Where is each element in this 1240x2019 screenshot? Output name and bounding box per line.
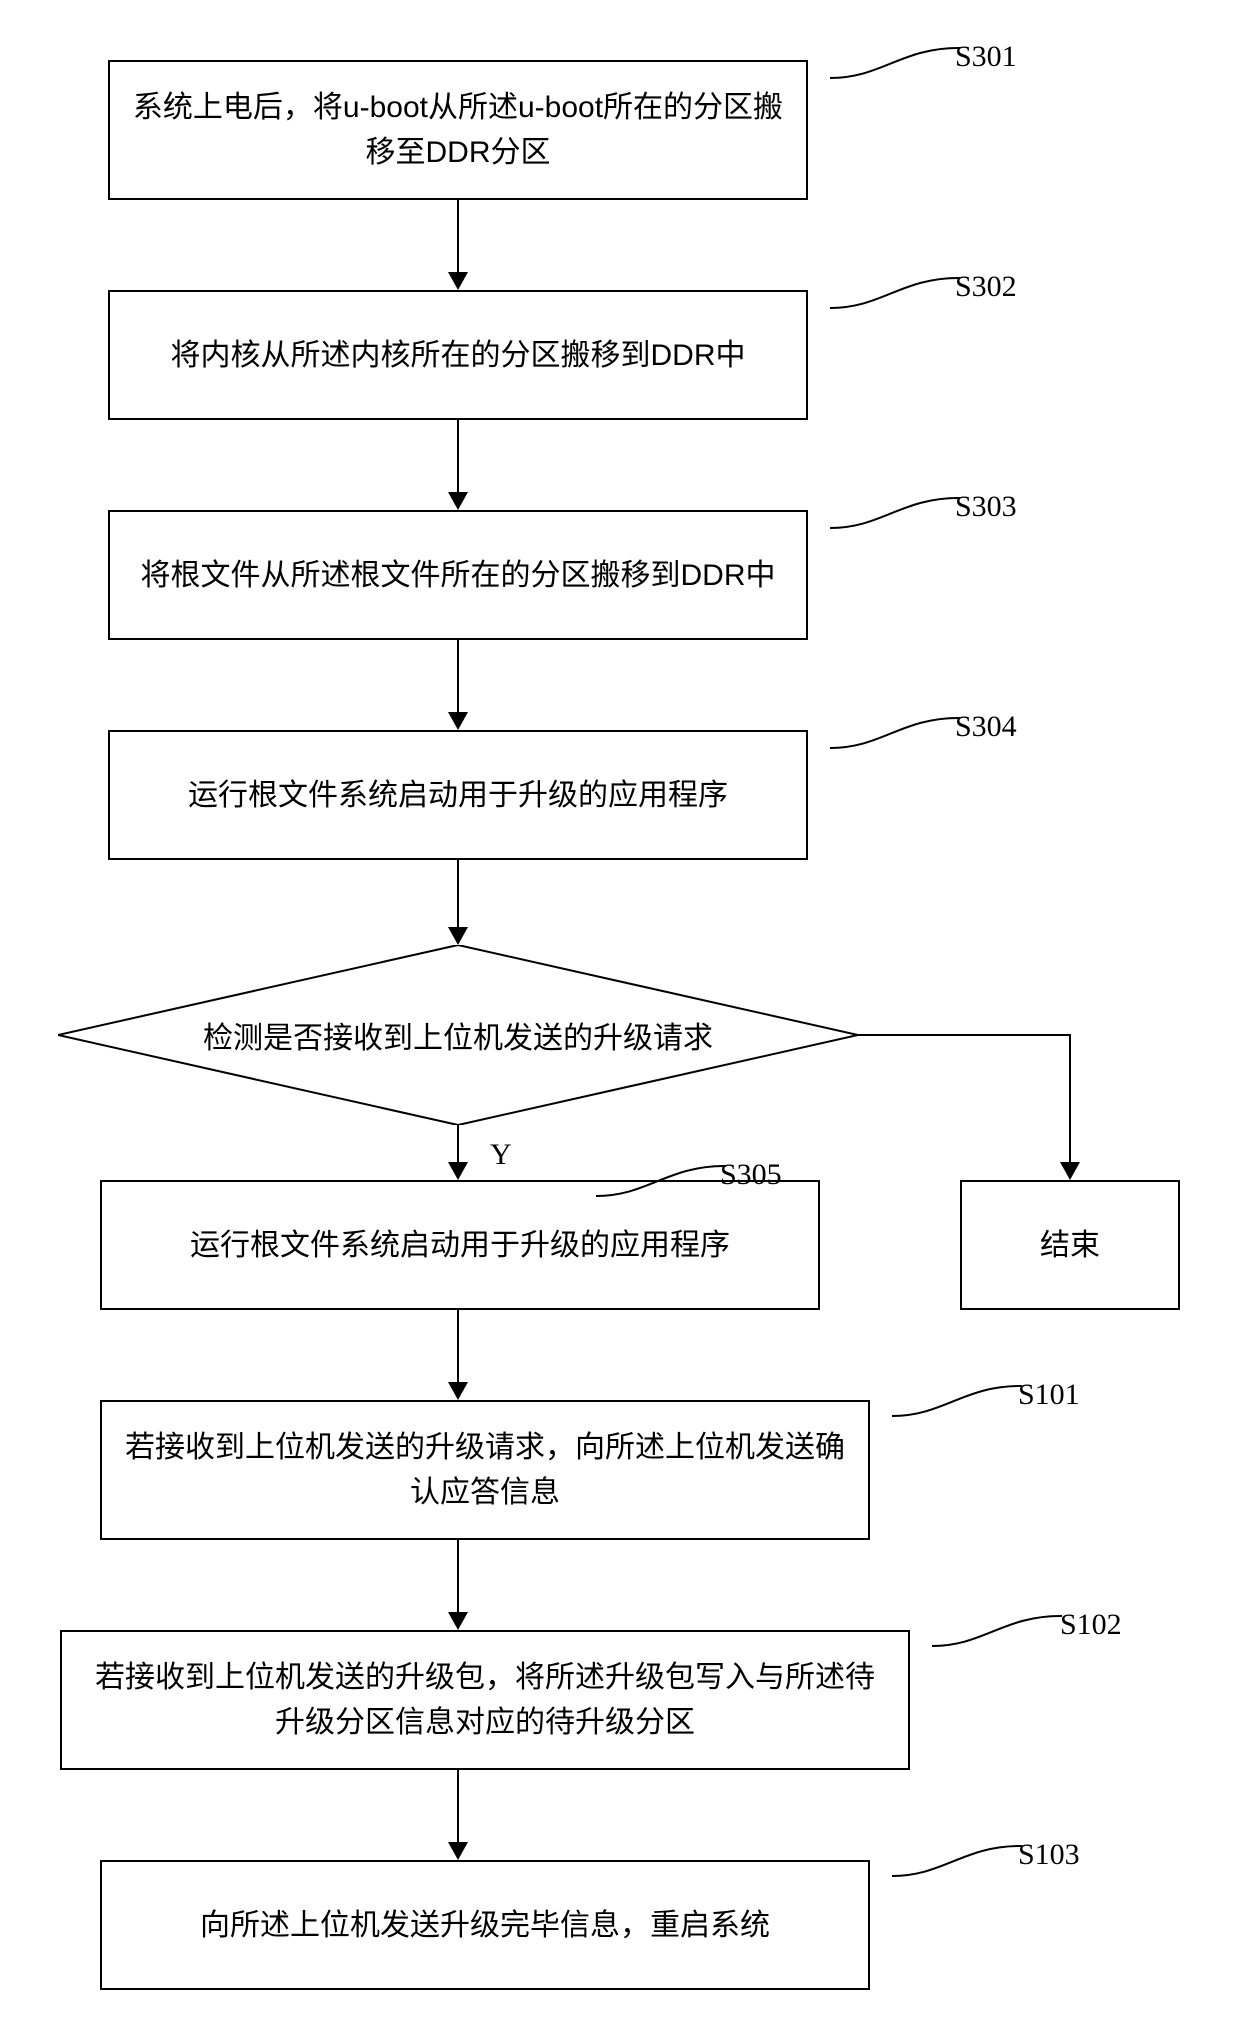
node-s303: 将根文件从所述根文件所在的分区搬移到DDR中 — [108, 510, 808, 640]
node-s302-text: 将内核从所述内核所在的分区搬移到DDR中 — [171, 333, 746, 378]
curve-s301 — [830, 44, 960, 78]
arrow-8 — [446, 1768, 470, 1862]
label-y: Y — [490, 1138, 512, 1172]
elbow-to-end — [856, 1033, 1092, 1182]
flowchart-canvas: 系统上电后，将u-boot从所述u-boot所在的分区搬移至DDR分区 将内核从… — [0, 0, 1240, 2019]
node-s102: 若接收到上位机发送的升级包，将所述升级包写入与所述待升级分区信息对应的待升级分区 — [60, 1630, 910, 1770]
label-s101: S101 — [1018, 1378, 1080, 1412]
label-s302: S302 — [955, 270, 1017, 304]
arrow-7 — [446, 1538, 470, 1632]
node-s102-text: 若接收到上位机发送的升级包，将所述升级包写入与所述待升级分区信息对应的待升级分区 — [82, 1655, 888, 1745]
curve-s102 — [932, 1612, 1062, 1646]
label-s305: S305 — [720, 1158, 782, 1192]
node-s304: 运行根文件系统启动用于升级的应用程序 — [108, 730, 808, 860]
node-s103: 向所述上位机发送升级完毕信息，重启系统 — [100, 1860, 870, 1990]
node-s304-text: 运行根文件系统启动用于升级的应用程序 — [188, 773, 728, 818]
label-s102: S102 — [1060, 1608, 1122, 1642]
node-end-text: 结束 — [1040, 1223, 1100, 1268]
decision-text: 检测是否接收到上位机发送的升级请求 — [203, 1013, 713, 1057]
arrow-4 — [446, 858, 470, 947]
curve-s302 — [830, 274, 960, 308]
node-s305: 运行根文件系统启动用于升级的应用程序 — [100, 1180, 820, 1310]
node-s301-text: 系统上电后，将u-boot从所述u-boot所在的分区搬移至DDR分区 — [130, 85, 786, 175]
arrow-1 — [446, 198, 470, 292]
node-s101: 若接收到上位机发送的升级请求，向所述上位机发送确认应答信息 — [100, 1400, 870, 1540]
node-s101-text: 若接收到上位机发送的升级请求，向所述上位机发送确认应答信息 — [122, 1425, 848, 1515]
node-s301: 系统上电后，将u-boot从所述u-boot所在的分区搬移至DDR分区 — [108, 60, 808, 200]
label-s103: S103 — [1018, 1838, 1080, 1872]
arrow-6 — [446, 1308, 470, 1402]
decision-node: 检测是否接收到上位机发送的升级请求 — [58, 945, 858, 1125]
curve-s103 — [892, 1842, 1022, 1876]
label-s304: S304 — [955, 710, 1017, 744]
node-s302: 将内核从所述内核所在的分区搬移到DDR中 — [108, 290, 808, 420]
node-end: 结束 — [960, 1180, 1180, 1310]
arrow-2 — [446, 418, 470, 512]
curve-s305 — [596, 1162, 726, 1196]
node-s303-text: 将根文件从所述根文件所在的分区搬移到DDR中 — [141, 553, 776, 598]
arrow-5 — [446, 1123, 470, 1182]
label-s301: S301 — [955, 40, 1017, 74]
curve-s304 — [830, 714, 960, 748]
node-s103-text: 向所述上位机发送升级完毕信息，重启系统 — [200, 1903, 770, 1948]
node-s305-text: 运行根文件系统启动用于升级的应用程序 — [190, 1223, 730, 1268]
label-s303: S303 — [955, 490, 1017, 524]
curve-s101 — [892, 1382, 1022, 1416]
curve-s303 — [830, 494, 960, 528]
arrow-3 — [446, 638, 470, 732]
